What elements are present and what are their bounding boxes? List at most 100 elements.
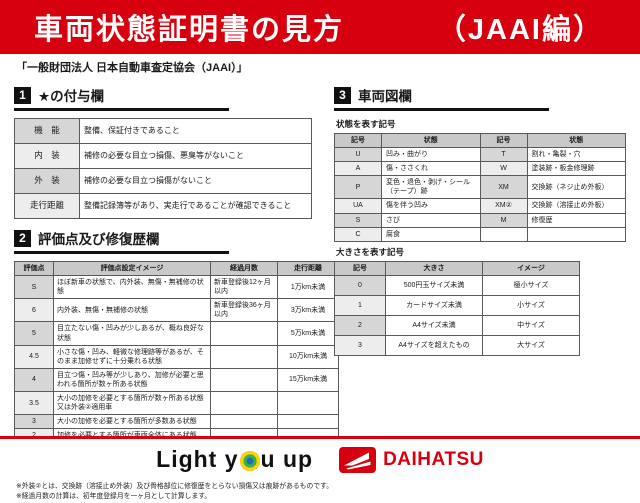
criteria-desc: 補修の必要な目立つ損傷、悪臭等がないこと [79,143,312,169]
column-header: イメージ [482,260,580,276]
column-header: 評価点設定イメージ [53,260,211,277]
months-cell: 新車登録後36ヶ月以内 [210,298,278,323]
criteria-desc: 整備記録簿等があり、実走行であることが確認できること [79,193,312,219]
symbol-cell: A [334,161,382,177]
symbol-cell: P [334,175,382,200]
size-symbols-table: 記号 大きさ イメージ 0 500円玉サイズ未満 極小サイズ 1 カードサイズ未… [334,260,580,356]
section-1-header: 1 ★の付与欄 [14,85,229,111]
state-cell: 割れ・亀裂・穴 [526,147,626,163]
size-cell: カードサイズ未満 [385,294,483,316]
grade-cell: 3.5 [14,391,54,416]
slogan-text-left: Light y [156,446,239,472]
table-row: S ほぼ新車の状態で、内外装、無傷・無補修の状態 新車登録後12ヶ月以内 1万k… [14,275,339,300]
mileage-cell: 1万km未満 [277,275,339,300]
symbol-cell: C [334,226,382,242]
page-title: 車両状態証明書の見方 [34,14,345,46]
table-row: 4 目立つ傷・凹み等が少しあり、加修が必要と思われる箇所が数ヶ所ある状態 15万… [14,367,339,393]
section-3-title: 車両図欄 [358,89,412,104]
table-row: 機 能 整備、保証付きであること [14,118,312,144]
column-header: 大きさ [385,260,483,276]
symbol-cell: T [479,147,528,163]
months-cell [210,414,278,430]
criteria-label: 外 装 [14,168,80,194]
column-header: 状態 [381,132,481,149]
grade-image-cell: 小さな傷・凹み、軽微な修理跡等があるが、そのまま加修せずに十分乗れる状態 [53,344,211,369]
state-cell: さび [381,212,481,228]
left-column: 1 ★の付与欄 機 能 整備、保証付きであること 内 装 補修の必要な目立つ損傷… [14,76,339,472]
grade-cell: 3 [14,414,54,430]
criteria-label: 機 能 [14,118,80,144]
table-row: 内 装 補修の必要な目立つ損傷、悪臭等がないこと [14,143,312,169]
table-row: 3 A4サイズを超えたもの 大サイズ [334,334,580,356]
symbol-cell: 1 [334,294,386,316]
grade-cell: 4.5 [14,344,54,369]
symbol-cell: S [334,212,382,228]
state-cell: 修復歴 [526,212,626,228]
table-row: 4.5 小さな傷・凹み、軽微な修理跡等があるが、そのまま加修せずに十分乗れる状態… [14,344,339,369]
grade-image-cell: 大小の加修を必要とする箇所が多数ある状態 [53,414,211,430]
grade-image-cell: ほぼ新車の状態で、内外装、無傷・無補修の状態 [53,275,211,300]
state-cell: 塗装跡・板金修理跡 [526,161,626,177]
column-header: 記号 [334,132,382,149]
grade-image-cell: 大小の加修を必要とする箇所が数ヶ所ある状態又は外装②適用車 [53,391,211,416]
section-3-number-badge: 3 [334,86,351,104]
grade-cell: 4 [14,367,54,393]
symbol-cell: XM② [479,198,528,214]
footer-bar: Light y u up DAIHATSU [0,436,640,480]
table-row: 3.5 大小の加修を必要とする箇所が数ヶ所ある状態又は外装②適用車 [14,391,339,416]
column-header: 記号 [479,132,528,149]
size-image-cell: 大サイズ [482,334,580,356]
table-row: A 傷・ささくれ W 塗装跡・板金修理跡 [334,161,626,177]
grade-image-cell: 目立たない傷・凹みが少しあるが、概ね良好な状態 [53,321,211,346]
mileage-cell: 3万km未満 [277,298,339,323]
column-header: 走行距離 [277,260,339,277]
section-2-header: 2 評価点及び修復歴欄 [14,228,229,254]
state-symbols-caption: 状態を表す記号 [336,119,396,129]
section-2-number-badge: 2 [14,229,31,247]
daihatsu-logo: DAIHATSU [339,446,484,473]
mileage-cell: 10万km未満 [277,344,339,369]
state-cell: 交換跡（溶接止め外板） [526,198,626,214]
page-title-edition: （JAAI編） [436,14,604,46]
table-row: 3 大小の加修を必要とする箇所が多数ある状態 [14,414,339,430]
column-header: 記号 [334,260,386,276]
months-cell [210,367,278,393]
content-columns: 1 ★の付与欄 機 能 整備、保証付きであること 内 装 補修の必要な目立つ損傷… [0,76,640,472]
light-you-up-logo: Light y u up [156,446,313,473]
months-cell [210,344,278,369]
section-2-title: 評価点及び修復歴欄 [38,232,160,247]
table-header-row: 評価点 評価点設定イメージ 経過月数 走行距離 [14,260,339,277]
footnote-line: ※経過月数の計算は、初年度登録月を一ヶ月として計算します。 [16,493,212,501]
footnote-line: ※外装②とは、交換跡（溶接止め外装）及び骨格部位に修復歴をとらない損傷又は痕跡が… [16,482,333,490]
symbol-cell: 3 [334,334,386,356]
symbol-cell: U [334,147,382,163]
criteria-label: 走行距離 [14,193,80,219]
table-row: UA 傷を伴う凹み XM② 交換跡（溶接止め外板） [334,198,626,214]
size-image-cell: 中サイズ [482,314,580,336]
symbol-cell: 0 [334,274,386,296]
grade-image-cell: 目立つ傷・凹み等が少しあり、加修が必要と思われる箇所が数ヶ所ある状態 [53,367,211,393]
section-3-header: 3 車両図欄 [334,85,549,111]
table-row: C 腐食 [334,226,626,242]
grade-cell: 6 [14,298,54,323]
symbol-cell: W [479,161,528,177]
daihatsu-d-mark-icon [339,446,377,473]
size-cell: A4サイズを超えたもの [385,334,483,356]
state-cell: 傷を伴う凹み [381,198,481,214]
column-header: 評価点 [14,260,54,277]
mileage-cell [277,391,339,416]
title-banner: 車両状態証明書の見方 （JAAI編） [0,0,640,54]
months-cell [210,391,278,416]
table-row: 6 内外装、無傷・無補修の状態 新車登録後36ヶ月以内 3万km未満 [14,298,339,323]
section-1-title: ★の付与欄 [38,89,105,104]
state-cell [526,226,626,242]
months-cell: 新車登録後12ヶ月以内 [210,275,278,300]
criteria-desc: 補修の必要な目立つ損傷がないこと [79,168,312,194]
right-column: 3 車両図欄 状態を表す記号 記号 状態 記号 状態 U 凹み・曲がり T 割れ… [334,76,626,472]
table-row: U 凹み・曲がり T 割れ・亀裂・穴 [334,147,626,163]
column-header: 状態 [526,132,626,149]
size-symbols-caption: 大きさを表す記号 [336,246,405,257]
column-header: 経過月数 [210,260,278,277]
state-symbols-table: 記号 状態 記号 状態 U 凹み・曲がり T 割れ・亀裂・穴 A 傷・ささくれ … [334,132,626,242]
mileage-cell: 15万km未満 [277,367,339,393]
